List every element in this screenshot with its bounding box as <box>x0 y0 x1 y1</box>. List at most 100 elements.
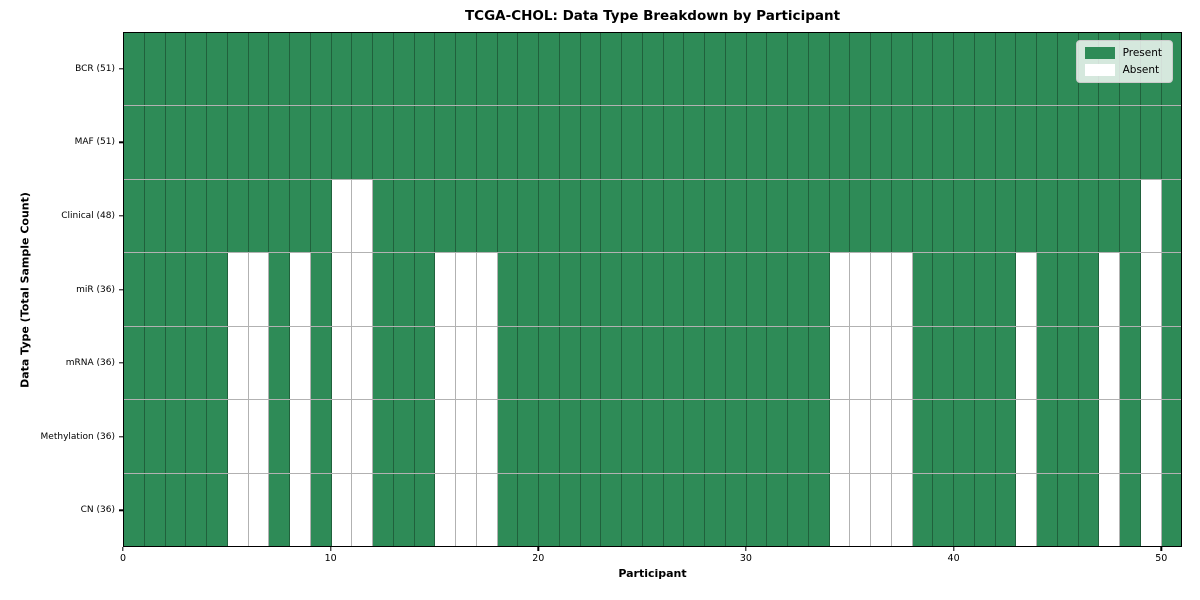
heatmap-row-miR <box>124 253 1182 327</box>
heatmap-cell <box>165 326 187 400</box>
heatmap-cell <box>435 326 456 400</box>
x-tick-label-0: 0 <box>119 553 127 564</box>
heatmap-cell <box>725 473 747 546</box>
heatmap-cell <box>705 253 726 326</box>
heatmap-cell <box>767 253 788 326</box>
heatmap-cell <box>1140 326 1162 400</box>
heatmap-cell <box>1016 400 1037 473</box>
heatmap-cell <box>352 400 373 473</box>
heatmap-cell <box>290 179 311 253</box>
heatmap-cell <box>995 473 1017 546</box>
y-tick-label-miR: miR (36) <box>76 284 115 295</box>
y-tick-mark <box>119 509 123 511</box>
heatmap-cell <box>788 179 809 253</box>
heatmap-cell <box>1161 253 1182 326</box>
heatmap-cell <box>269 473 290 546</box>
heatmap-cell <box>684 33 705 106</box>
heatmap-cell <box>207 400 228 473</box>
heatmap-cell <box>933 473 954 546</box>
x-axis-label: Participant <box>618 567 687 580</box>
heatmap-cell <box>871 326 892 400</box>
heatmap-cell <box>414 400 436 473</box>
heatmap-cell <box>393 179 415 253</box>
heatmap-cell <box>186 33 207 106</box>
heatmap-row-MAF <box>124 106 1182 180</box>
heatmap-cell <box>1078 400 1100 473</box>
heatmap-cell <box>435 179 456 253</box>
legend-label-present: Present <box>1122 47 1162 59</box>
x-tick-mark <box>122 547 124 551</box>
heatmap-cell <box>850 253 871 326</box>
heatmap-cell <box>601 400 622 473</box>
heatmap-cell <box>601 33 622 106</box>
heatmap-grid <box>124 33 1182 546</box>
heatmap-cell <box>1120 253 1141 326</box>
heatmap-cell <box>124 33 145 106</box>
y-tick-mark <box>119 215 123 217</box>
heatmap-cell <box>642 179 664 253</box>
heatmap-cell <box>974 253 996 326</box>
heatmap-cell <box>808 179 830 253</box>
heatmap-cell <box>601 473 622 546</box>
heatmap-cell <box>352 473 373 546</box>
heatmap-cell <box>227 253 249 326</box>
heatmap-cell <box>788 106 809 179</box>
x-tick-mark <box>1160 547 1162 551</box>
heatmap-cell <box>705 400 726 473</box>
heatmap-cell <box>165 400 187 473</box>
heatmap-cell <box>1016 473 1037 546</box>
heatmap-cell <box>850 326 871 400</box>
heatmap-cell <box>269 253 290 326</box>
heatmap-cell <box>767 326 788 400</box>
heatmap-cell <box>1140 253 1162 326</box>
heatmap-cell <box>580 33 602 106</box>
heatmap-cell <box>124 473 145 546</box>
heatmap-cell <box>850 179 871 253</box>
heatmap-cell <box>352 179 373 253</box>
heatmap-cell <box>746 473 768 546</box>
heatmap-cell <box>1057 106 1079 179</box>
heatmap-cell <box>476 400 498 473</box>
heatmap-cell <box>871 179 892 253</box>
heatmap-cell <box>1037 33 1058 106</box>
heatmap-cell <box>310 106 332 179</box>
heatmap-cell <box>373 400 394 473</box>
x-tick-label-10: 10 <box>324 553 337 564</box>
heatmap-cell <box>1016 33 1037 106</box>
heatmap-cell <box>954 179 975 253</box>
heatmap-cell <box>207 473 228 546</box>
heatmap-cell <box>207 253 228 326</box>
heatmap-cell <box>954 33 975 106</box>
heatmap-cell <box>1120 326 1141 400</box>
y-tick-label-mRNA: mRNA (36) <box>65 358 115 369</box>
heatmap-cell <box>435 473 456 546</box>
heatmap-cell <box>144 473 166 546</box>
heatmap-cell <box>435 33 456 106</box>
heatmap-cell <box>622 400 643 473</box>
heatmap-cell <box>539 326 560 400</box>
heatmap-cell <box>1057 473 1079 546</box>
heatmap-cell <box>663 179 685 253</box>
heatmap-cell <box>1078 106 1100 179</box>
heatmap-cell <box>891 473 913 546</box>
heatmap-cell <box>1078 473 1100 546</box>
heatmap-cell <box>373 253 394 326</box>
heatmap-cell <box>290 326 311 400</box>
heatmap-cell <box>725 400 747 473</box>
heatmap-cell <box>393 400 415 473</box>
heatmap-cell <box>559 326 581 400</box>
heatmap-cell <box>891 253 913 326</box>
heatmap-cell <box>476 179 498 253</box>
heatmap-cell <box>808 400 830 473</box>
heatmap-cell <box>1099 473 1120 546</box>
heatmap-cell <box>580 179 602 253</box>
heatmap-cell <box>456 33 477 106</box>
heatmap-cell <box>186 106 207 179</box>
heatmap-cell <box>373 326 394 400</box>
heatmap-cell <box>933 400 954 473</box>
heatmap-cell <box>165 33 187 106</box>
heatmap-cell <box>974 33 996 106</box>
heatmap-cell <box>373 473 394 546</box>
heatmap-cell <box>1140 473 1162 546</box>
heatmap-cell <box>725 33 747 106</box>
